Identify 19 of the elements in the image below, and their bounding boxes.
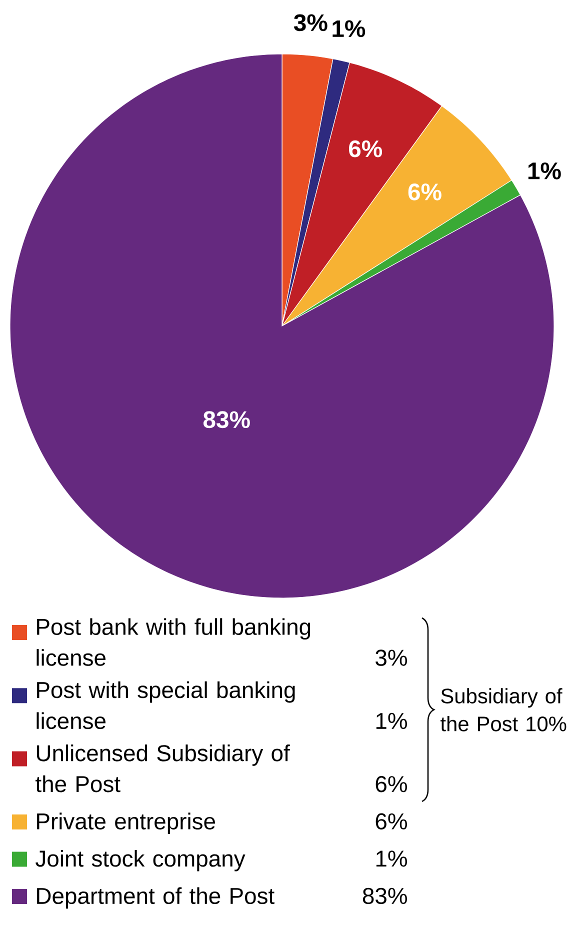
text: 6% xyxy=(376,776,407,792)
text: 1% xyxy=(376,712,407,729)
legend-label: Unlicensed Subsidiary of the Post xyxy=(36,744,290,792)
text: 1% xyxy=(376,850,407,867)
legend-label: Post with special banking license xyxy=(36,681,295,730)
data-label: 6% xyxy=(348,140,382,158)
text: 3% xyxy=(376,650,407,666)
data-label: 83% xyxy=(203,411,250,428)
text: 6% xyxy=(376,813,407,830)
legend-label: Department of the Post xyxy=(37,887,274,909)
text: Subsidiary of the Post 10% xyxy=(440,688,566,732)
legend-label: Private entreprise xyxy=(37,812,216,834)
data-label: 1% xyxy=(332,20,366,38)
text: 83% xyxy=(362,888,407,904)
data-label: 1% xyxy=(528,162,561,180)
data-label: 3% xyxy=(294,14,328,32)
data-label: 6% xyxy=(408,183,442,200)
legend-label: Joint stock company xyxy=(36,850,246,872)
legend-label: Post bank with full banking license xyxy=(36,618,310,666)
